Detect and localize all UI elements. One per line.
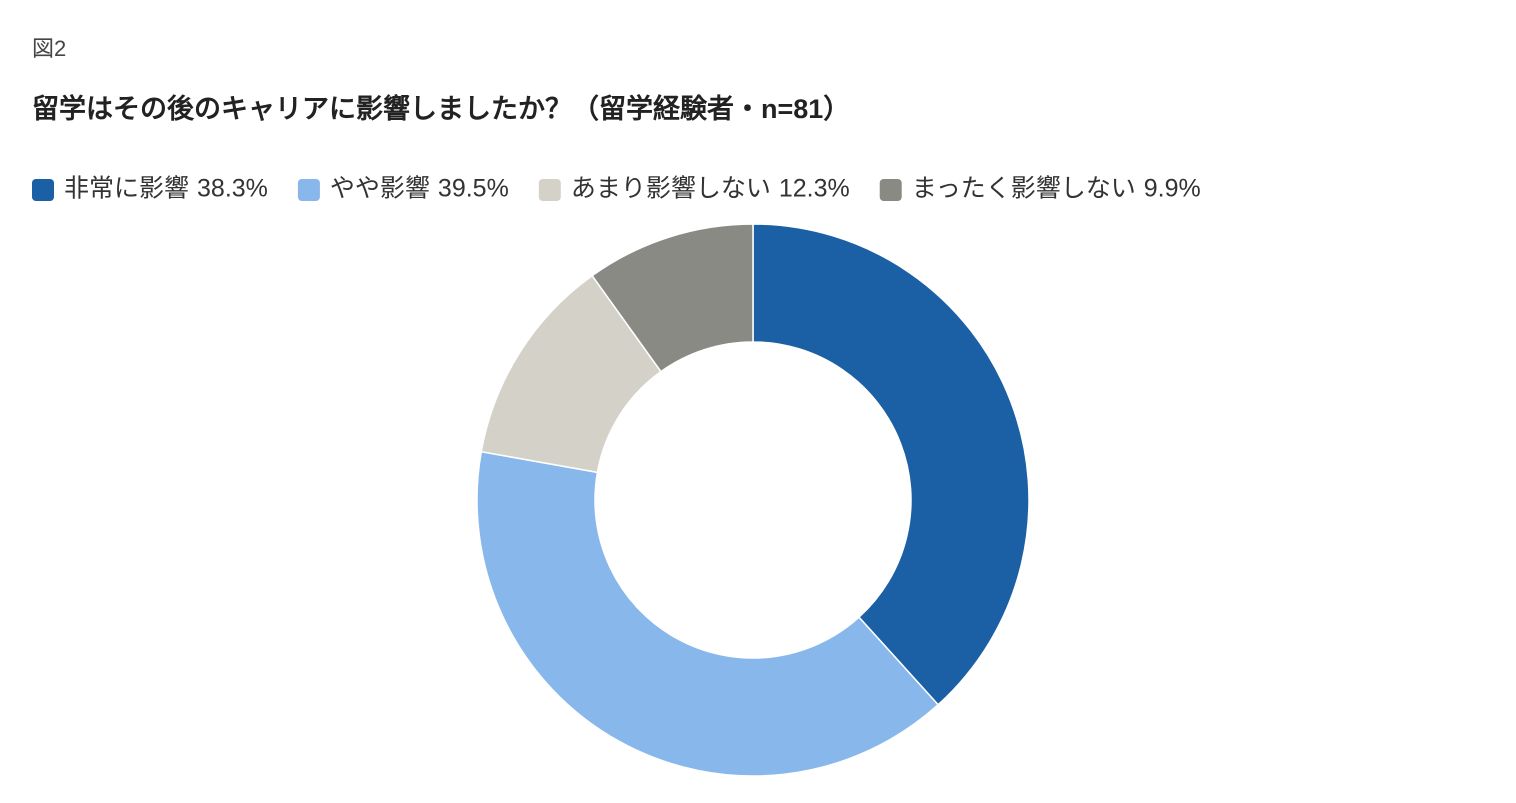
legend-value: 9.9% — [1144, 175, 1201, 203]
donut-slice — [752, 223, 1030, 706]
legend-label: 非常に影響 — [64, 175, 189, 203]
donut-slice — [476, 450, 940, 777]
figure-label: 図2 — [32, 36, 66, 61]
legend-swatch — [297, 179, 320, 201]
legend-swatch — [879, 179, 902, 201]
legend-swatch — [32, 179, 54, 201]
chart-title: 留学はその後のキャリアに影響しましたか？（留学経験者・n=81） — [32, 93, 850, 124]
legend-swatch — [538, 179, 561, 201]
legend-label: やや影響 — [330, 175, 430, 203]
donut-slice — [591, 223, 754, 373]
legend-label: まったく影響しない — [912, 175, 1136, 203]
legend-value: 38.3% — [197, 175, 268, 203]
legend-value: 12.3% — [779, 175, 850, 203]
legend-value: 39.5% — [438, 175, 509, 203]
legend-label: あまり影響しない — [571, 175, 771, 203]
